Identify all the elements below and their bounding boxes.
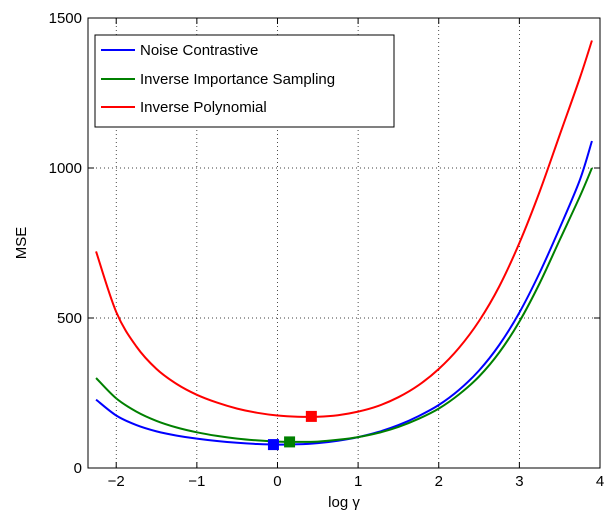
axis-ticks (88, 17, 601, 469)
series-layer (95, 40, 593, 446)
x-tick-label: −1 (188, 473, 205, 490)
y-tick-label: 500 (57, 310, 82, 327)
series-line-inverse-importance-sampling (95, 167, 593, 443)
legend-entry-inverse-importance-sampling: Inverse Importance Sampling (140, 71, 335, 88)
legend-entry-inverse-polynomial: Inverse Polynomial (140, 99, 267, 116)
y-tick-label: 1500 (49, 10, 82, 27)
y-tick-labels: 0 500 1000 1500 (49, 10, 82, 477)
y-axis-label: MSE (13, 227, 30, 260)
min-marker-inverse-polynomial (305, 410, 317, 422)
x-axis-label: log γ (328, 494, 360, 511)
legend-entry-noise-contrastive: Noise Contrastive (140, 42, 258, 59)
plot-frame (87, 17, 601, 469)
x-tick-label: 4 (596, 473, 604, 490)
legend-box (94, 34, 395, 128)
x-tick-label: −2 (108, 473, 125, 490)
y-tick-label: 0 (74, 460, 82, 477)
x-tick-label: 2 (435, 473, 443, 490)
x-tick-label: 3 (515, 473, 523, 490)
x-tick-labels: −2 −1 0 1 2 3 4 (108, 473, 605, 490)
x-tick-label: 0 (273, 473, 281, 490)
marker-layer (267, 410, 317, 451)
min-marker-inverse-importance-sampling (284, 436, 296, 448)
series-line-inverse-polynomial (95, 40, 593, 418)
min-marker-noise-contrastive (267, 439, 279, 451)
y-tick-label: 1000 (49, 160, 82, 177)
legend: Noise Contrastive Inverse Importance Sam… (94, 34, 395, 128)
x-tick-label: 1 (354, 473, 362, 490)
